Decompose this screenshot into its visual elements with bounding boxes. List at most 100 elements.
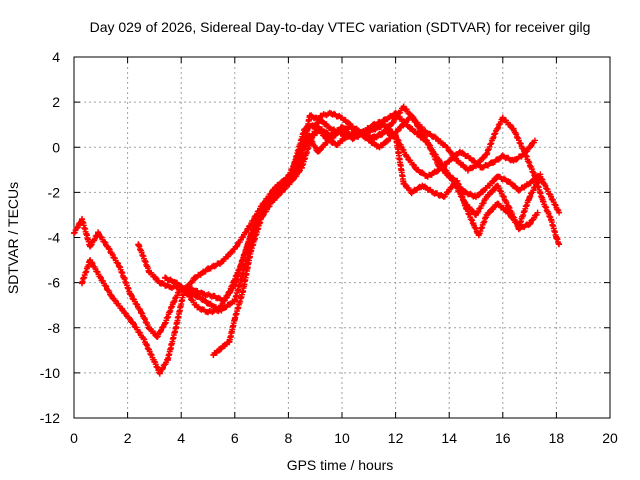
x-tick-label: 10 [334,430,350,446]
data-point [499,153,506,160]
data-point [464,166,471,173]
data-point [515,187,522,194]
data-point [451,180,458,187]
data-point [210,351,217,358]
data-point [172,279,179,286]
data-point [322,135,329,142]
data-point [164,356,171,363]
data-point [172,324,179,331]
y-tick-label: -10 [40,365,60,381]
y-tick-labels: -12 -10 -8 -6 -4 -2 0 2 4 [40,49,60,426]
data-point [400,103,407,110]
x-tick-labels: 0 2 4 6 8 10 12 14 16 18 20 [70,430,618,446]
data-point [440,164,447,171]
data-point [194,304,201,311]
data-point [534,209,541,216]
data-point [371,126,378,133]
data-point [483,184,490,191]
data-point [339,114,345,121]
data-point [317,112,324,119]
data-point [328,110,335,117]
x-tick-label: 4 [177,430,185,446]
data-point [473,193,479,200]
data-point [489,160,496,167]
data-point [531,137,538,144]
data-point [312,121,319,128]
data-point [151,358,158,365]
x-tick-label: 8 [285,430,293,446]
data-point [424,173,431,180]
data-point [162,275,169,282]
data-point [194,293,201,300]
data-point [470,220,477,227]
data-point [553,234,560,241]
data-point [205,308,211,315]
data-point [226,338,233,345]
data-point [349,123,356,130]
data-point [231,315,238,322]
data-point [548,193,555,200]
data-point [462,189,469,196]
data-point [119,306,126,313]
data-point [87,257,94,264]
data-point [510,157,517,164]
data-point [156,369,163,376]
data-point [154,333,161,340]
y-tick-label: -4 [48,230,61,246]
data-series [71,103,563,377]
data-point [218,345,225,352]
data-point [365,137,372,144]
data-point [414,166,421,173]
data-point [226,288,233,295]
y-tick-label: 0 [52,139,60,155]
data-point [328,126,335,133]
data-point [328,132,335,139]
data-point [467,155,474,162]
data-point [381,121,388,128]
data-point [231,297,238,304]
data-point [483,211,490,218]
data-point [548,216,555,223]
data-point [478,164,485,171]
data-point [105,245,112,252]
data-point [419,130,426,137]
data-point [135,241,142,248]
data-point [491,130,498,137]
data-point [505,202,512,209]
data-point [462,200,469,207]
data-point [170,299,177,306]
data-point [258,207,265,214]
y-tick-label: -8 [48,320,61,336]
data-point [515,225,522,232]
data-point [408,189,415,196]
data-point [419,182,426,189]
data-point [239,288,246,295]
data-point [537,171,544,178]
data-point [344,132,351,139]
data-point [167,284,174,291]
data-point [333,141,340,148]
data-point [129,320,136,327]
data-point [556,209,563,216]
data-point [199,290,206,297]
data-point [301,126,308,133]
x-tick-label: 6 [231,430,239,446]
data-point [475,232,482,239]
x-tick-label: 12 [388,430,404,446]
axis-ticks [73,56,611,419]
data-point [435,166,442,173]
data-point [218,259,225,266]
data-point [432,135,439,142]
series-markers [79,103,562,377]
x-axis-title: GPS time / hours [287,457,394,473]
data-point [456,148,463,155]
data-point [381,128,388,135]
data-point [473,211,479,218]
data-point [414,130,421,137]
data-point [526,180,533,187]
data-point [79,216,86,223]
data-point [483,193,490,200]
data-point [247,248,254,255]
data-point [494,200,501,207]
